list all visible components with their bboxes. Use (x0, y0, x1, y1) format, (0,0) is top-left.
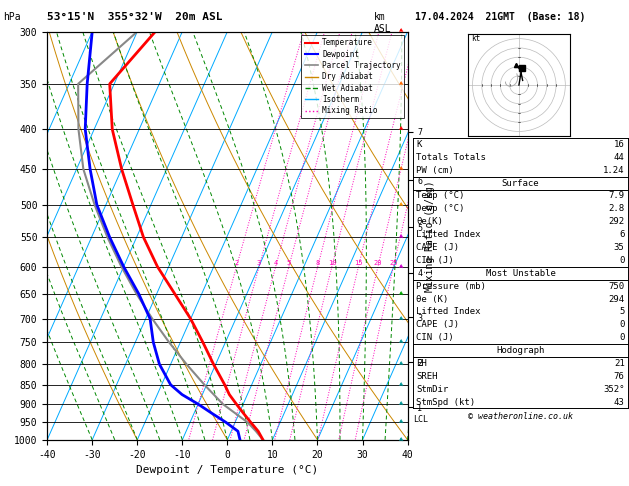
Text: ▶: ▶ (398, 361, 404, 368)
Text: CIN (J): CIN (J) (416, 333, 454, 342)
Text: 5: 5 (287, 260, 291, 266)
Text: 294: 294 (608, 295, 625, 304)
Text: StmSpd (kt): StmSpd (kt) (416, 398, 476, 407)
Text: ▶: ▶ (398, 125, 404, 133)
Text: CAPE (J): CAPE (J) (416, 320, 459, 330)
Text: 0: 0 (619, 256, 625, 265)
Text: 8: 8 (316, 260, 320, 266)
Text: 21: 21 (614, 359, 625, 368)
Text: ▶: ▶ (398, 381, 404, 388)
Text: 2: 2 (235, 260, 238, 266)
Text: Lifted Index: Lifted Index (416, 230, 481, 239)
Text: 44: 44 (614, 153, 625, 162)
Text: PW (cm): PW (cm) (416, 166, 454, 175)
Text: 43: 43 (614, 398, 625, 407)
X-axis label: Dewpoint / Temperature (°C): Dewpoint / Temperature (°C) (136, 465, 318, 475)
Text: 76: 76 (614, 372, 625, 381)
Text: θe(K): θe(K) (416, 217, 443, 226)
Text: Totals Totals: Totals Totals (416, 153, 486, 162)
Legend: Temperature, Dewpoint, Parcel Trajectory, Dry Adiabat, Wet Adiabat, Isotherm, Mi: Temperature, Dewpoint, Parcel Trajectory… (301, 35, 404, 118)
Text: ▶: ▶ (398, 165, 404, 173)
Text: 7.9: 7.9 (608, 191, 625, 201)
Text: 1.24: 1.24 (603, 166, 625, 175)
Text: ▶: ▶ (398, 28, 404, 35)
Text: K: K (416, 140, 422, 149)
Text: 750: 750 (608, 281, 625, 291)
Text: 10: 10 (328, 260, 336, 266)
Text: 0: 0 (619, 320, 625, 330)
Text: Hodograph: Hodograph (496, 346, 545, 355)
Text: ▶: ▶ (398, 233, 404, 241)
Text: Dewp (°C): Dewp (°C) (416, 204, 465, 213)
Text: © weatheronline.co.uk: © weatheronline.co.uk (468, 412, 573, 421)
Text: kt: kt (470, 35, 480, 43)
Text: 4: 4 (274, 260, 278, 266)
Text: 6: 6 (619, 230, 625, 239)
Text: 35: 35 (614, 243, 625, 252)
Text: 3: 3 (257, 260, 261, 266)
Y-axis label: Mixing Ratio (g/kg): Mixing Ratio (g/kg) (425, 180, 435, 292)
Text: Most Unstable: Most Unstable (486, 269, 555, 278)
Text: 25: 25 (389, 260, 398, 266)
Text: SREH: SREH (416, 372, 438, 381)
Text: ▶: ▶ (398, 80, 404, 87)
Text: hPa: hPa (3, 12, 21, 22)
Text: Lifted Index: Lifted Index (416, 307, 481, 316)
Text: ▶: ▶ (398, 419, 404, 426)
Text: ▶: ▶ (398, 201, 404, 208)
Text: ▶: ▶ (398, 436, 404, 444)
Text: 292: 292 (608, 217, 625, 226)
Text: 352°: 352° (603, 385, 625, 394)
Text: LCL: LCL (413, 416, 428, 424)
Text: ▶: ▶ (398, 263, 404, 270)
Text: θe (K): θe (K) (416, 295, 448, 304)
Text: ▶: ▶ (398, 339, 404, 346)
Text: CAPE (J): CAPE (J) (416, 243, 459, 252)
Text: Pressure (mb): Pressure (mb) (416, 281, 486, 291)
Text: ASL: ASL (374, 24, 392, 35)
Text: ▶: ▶ (398, 290, 404, 297)
Text: 15: 15 (354, 260, 363, 266)
Text: Surface: Surface (502, 179, 539, 188)
Text: 16: 16 (614, 140, 625, 149)
Text: 17.04.2024  21GMT  (Base: 18): 17.04.2024 21GMT (Base: 18) (415, 12, 586, 22)
Text: ▶: ▶ (398, 315, 404, 323)
Text: 53°15'N  355°32'W  20m ASL: 53°15'N 355°32'W 20m ASL (47, 12, 223, 22)
Text: 0: 0 (619, 333, 625, 342)
Text: CIN (J): CIN (J) (416, 256, 454, 265)
Text: EH: EH (416, 359, 427, 368)
Text: StmDir: StmDir (416, 385, 448, 394)
Text: Temp (°C): Temp (°C) (416, 191, 465, 201)
Text: 5: 5 (619, 307, 625, 316)
Text: 20: 20 (374, 260, 382, 266)
Text: km: km (374, 12, 386, 22)
Text: ▶: ▶ (398, 400, 404, 408)
Text: 2.8: 2.8 (608, 204, 625, 213)
